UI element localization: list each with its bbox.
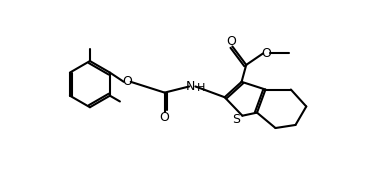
Text: O: O: [226, 34, 236, 48]
Text: H: H: [197, 83, 205, 93]
Text: S: S: [232, 113, 240, 126]
Text: N: N: [186, 80, 195, 93]
Text: O: O: [122, 75, 132, 88]
Text: O: O: [261, 47, 271, 60]
Text: O: O: [160, 111, 170, 124]
